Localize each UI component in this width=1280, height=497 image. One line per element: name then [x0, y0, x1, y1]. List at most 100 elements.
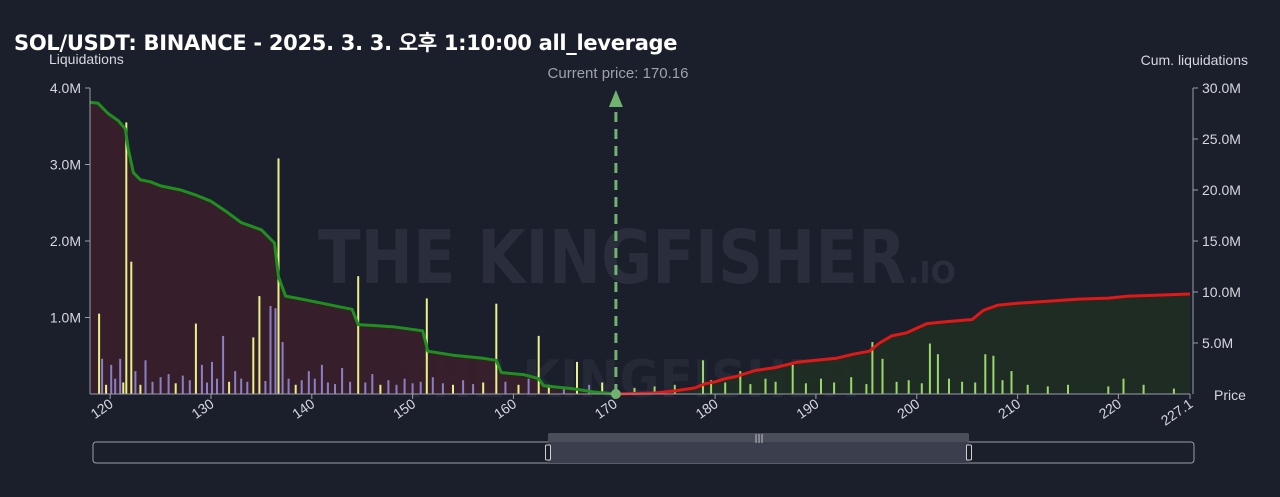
long-liquidation-bar	[313, 378, 316, 394]
slider-left-handle[interactable]	[545, 444, 551, 461]
short-liquidation-bar	[702, 360, 704, 394]
long-liquidation-bar	[387, 380, 390, 394]
right-axis-title: Cum. liquidations	[1140, 52, 1248, 68]
x-axis-title: Price	[1214, 387, 1246, 403]
long-liquidation-bar	[601, 382, 604, 394]
range-slider[interactable]: |||	[92, 433, 1195, 464]
short-liquidation-bar	[791, 364, 794, 394]
x-tick-label: 210	[995, 395, 1023, 422]
slider-grip-bar[interactable]	[548, 433, 969, 442]
x-tick-label: 220	[1096, 395, 1124, 422]
long-liquidation-bar	[287, 378, 290, 394]
long-liquidation-bar	[264, 381, 267, 394]
short-liquidation-bar	[920, 383, 923, 394]
short-liquidation-bar	[1026, 384, 1029, 394]
short-liquidation-bar	[1122, 378, 1125, 394]
long-liquidation-bar	[105, 384, 108, 394]
right-tick-label: 30.0M	[1202, 80, 1241, 96]
short-liquidation-bar	[739, 371, 742, 394]
long-liquidation-bar	[294, 384, 297, 394]
short-liquidation-bar	[871, 342, 874, 394]
long-liquidation-bar	[431, 377, 434, 394]
chart-title: SOL/USDT: BINANCE - 2025. 3. 3. 오후 1:10:…	[14, 31, 678, 55]
long-liquidation-bar	[300, 380, 303, 394]
short-liquidation-bar	[820, 378, 822, 394]
long-liquidation-bar	[537, 335, 540, 394]
short-liquidation-bar	[1001, 380, 1004, 394]
left-tick-label: 4.0M	[50, 80, 81, 96]
current-price-dot	[610, 389, 621, 399]
long-liquidation-bar	[527, 378, 530, 394]
short-liquidation-bar	[1010, 371, 1013, 394]
long-liquidation-bar	[252, 337, 255, 394]
short-liquidation-bar	[850, 377, 853, 394]
short-liquidation-bar	[710, 380, 713, 394]
long-liquidation-bar	[504, 381, 507, 394]
left-axis-title: Liquidations	[49, 51, 124, 67]
watermark-suffix: .IO	[908, 256, 956, 291]
watermark-text: THE KINGFISHER	[318, 215, 906, 301]
short-liquidation-bar	[804, 383, 807, 394]
short-cumulative-line	[615, 292, 1191, 396]
cumulative-areas	[90, 102, 1190, 395]
long-liquidation-bar	[334, 384, 336, 394]
short-liquidation-bar	[833, 382, 836, 394]
short-liquidation-bar	[936, 354, 939, 394]
long-liquidation-bar	[495, 303, 498, 394]
short-liquidation-bar	[895, 381, 898, 394]
x-tick-label: 200	[894, 395, 922, 422]
long-liquidation-bar	[452, 384, 454, 394]
slider-selection[interactable]	[548, 442, 969, 463]
long-liquidation-bar	[222, 335, 225, 394]
long-liquidation-bar	[98, 313, 101, 394]
long-liquidation-bar	[181, 375, 184, 394]
long-liquidation-bar	[588, 384, 591, 394]
long-liquidation-bar	[411, 383, 414, 394]
short-liquidation-bar	[653, 386, 656, 394]
current-price-label: Current price: 170.16	[548, 65, 689, 82]
long-liquidation-bar	[130, 261, 133, 394]
left-tick-label: 3.0M	[50, 157, 81, 173]
right-tick-label: 20.0M	[1202, 182, 1241, 198]
long-liquidation-bar	[326, 382, 329, 394]
long-liquidation-bar	[234, 371, 237, 394]
short-liquidation-bar	[764, 378, 767, 394]
left-tick-label: 2.0M	[50, 233, 81, 249]
long-liquidation-bar	[472, 384, 475, 394]
current-price-marker	[608, 90, 623, 399]
long-liquidation-bar	[547, 384, 550, 394]
long-liquidation-bar	[211, 361, 213, 394]
long-liquidation-bar	[403, 378, 406, 394]
short-liquidation-bar	[984, 354, 987, 394]
long-liquidation-bar	[349, 381, 352, 394]
short-liquidation-bar	[974, 382, 977, 394]
short-liquidation-bar	[1107, 386, 1110, 394]
long-liquidation-bar	[122, 382, 125, 394]
long-liquidation-bar	[320, 364, 323, 394]
long-liquidation-bar	[576, 361, 578, 394]
cumulative-lines	[89, 100, 1191, 396]
short-liquidation-bar	[633, 387, 636, 394]
short-liquidation-bar	[774, 381, 777, 394]
long-liquidation-bar	[379, 384, 382, 394]
slider-grip-icon[interactable]: |||	[754, 434, 763, 444]
long-liquidation-bar	[101, 358, 104, 394]
long-liquidation-bar	[462, 380, 465, 394]
long-liquidation-bar	[246, 381, 249, 394]
long-liquidation-bar	[441, 383, 444, 394]
short-liquidation-bar	[881, 358, 884, 394]
long-liquidation-bar	[159, 377, 162, 394]
long-liquidation-bar	[151, 381, 154, 394]
long-liquidation-bar	[517, 384, 520, 394]
short-liquidation-bar	[1172, 388, 1175, 394]
right-tick-label: 25.0M	[1202, 131, 1241, 147]
long-liquidation-bar	[307, 371, 310, 394]
x-tick-label: 130	[188, 395, 216, 422]
short-liquidation-bar	[1046, 386, 1049, 394]
long-liquidation-bar	[258, 296, 261, 394]
short-liquidation-bar	[961, 381, 964, 394]
long-liquidation-bar	[357, 276, 360, 394]
long-liquidation-bar	[110, 364, 113, 394]
slider-right-handle[interactable]	[966, 444, 972, 461]
short-cumulative-area	[615, 294, 1190, 394]
